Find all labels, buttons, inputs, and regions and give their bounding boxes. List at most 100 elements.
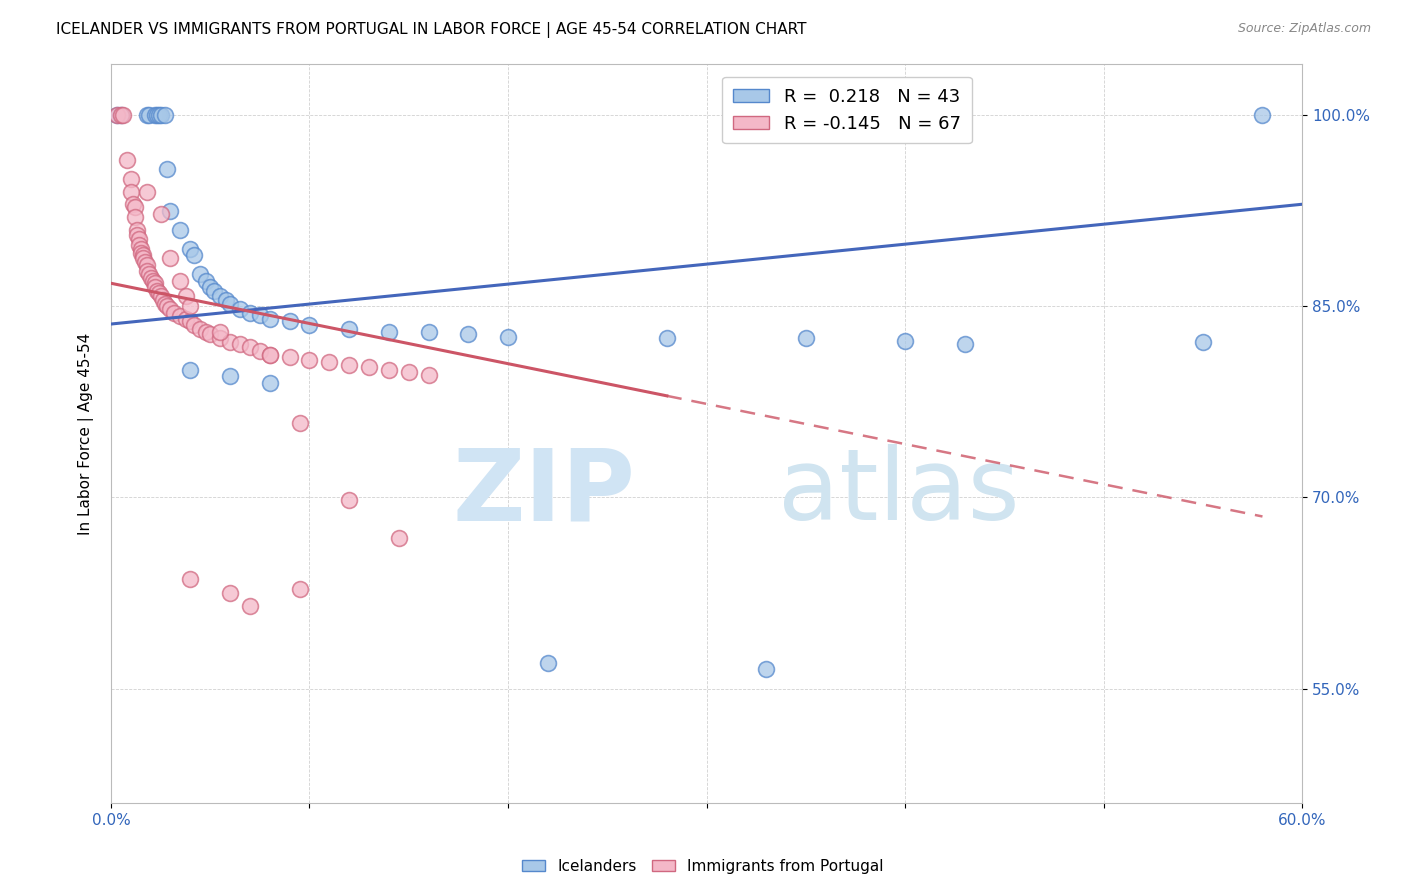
- Point: [163, 305, 186, 319]
- Point: [115, 153, 138, 167]
- Point: [179, 363, 201, 377]
- Point: [357, 360, 380, 375]
- Point: [298, 352, 321, 367]
- Point: [149, 207, 172, 221]
- Point: [179, 314, 201, 328]
- Point: [259, 348, 281, 362]
- Legend: Icelanders, Immigrants from Portugal: Icelanders, Immigrants from Portugal: [516, 853, 890, 880]
- Text: ICELANDER VS IMMIGRANTS FROM PORTUGAL IN LABOR FORCE | AGE 45-54 CORRELATION CHA: ICELANDER VS IMMIGRANTS FROM PORTUGAL IN…: [56, 22, 807, 38]
- Point: [138, 108, 160, 122]
- Point: [134, 254, 156, 268]
- Point: [135, 263, 157, 277]
- Point: [239, 305, 262, 319]
- Point: [200, 327, 222, 342]
- Point: [1251, 108, 1274, 122]
- Point: [288, 582, 311, 596]
- Point: [215, 293, 238, 307]
- Point: [179, 299, 201, 313]
- Point: [148, 286, 170, 301]
- Point: [418, 368, 440, 382]
- Point: [219, 334, 242, 349]
- Y-axis label: In Labor Force | Age 45-54: In Labor Force | Age 45-54: [79, 333, 94, 535]
- Point: [755, 662, 778, 676]
- Point: [318, 355, 340, 369]
- Point: [337, 492, 360, 507]
- Point: [278, 314, 301, 328]
- Text: atlas: atlas: [778, 444, 1019, 541]
- Point: [378, 363, 401, 377]
- Point: [418, 325, 440, 339]
- Point: [124, 200, 146, 214]
- Point: [142, 274, 165, 288]
- Point: [337, 322, 360, 336]
- Point: [131, 251, 153, 265]
- Point: [337, 358, 360, 372]
- Point: [200, 280, 222, 294]
- Point: [135, 185, 157, 199]
- Point: [655, 331, 678, 345]
- Point: [111, 108, 134, 122]
- Point: [159, 251, 181, 265]
- Point: [149, 289, 172, 303]
- Legend: R =  0.218   N = 43, R = -0.145   N = 67: R = 0.218 N = 43, R = -0.145 N = 67: [723, 77, 972, 144]
- Point: [110, 108, 132, 122]
- Point: [209, 331, 232, 345]
- Point: [159, 301, 181, 316]
- Point: [894, 334, 917, 348]
- Point: [794, 331, 817, 345]
- Point: [105, 108, 128, 122]
- Point: [183, 248, 205, 262]
- Point: [219, 369, 242, 384]
- Point: [239, 340, 262, 354]
- Point: [288, 417, 311, 431]
- Point: [129, 242, 152, 256]
- Point: [148, 108, 170, 122]
- Point: [388, 531, 411, 545]
- Point: [953, 337, 976, 351]
- Point: [176, 312, 198, 326]
- Point: [135, 108, 157, 122]
- Point: [179, 242, 201, 256]
- Point: [169, 274, 191, 288]
- Point: [131, 248, 153, 262]
- Point: [169, 310, 191, 324]
- Point: [179, 572, 201, 586]
- Point: [219, 296, 242, 310]
- Point: [128, 232, 150, 246]
- Point: [105, 108, 128, 122]
- Point: [259, 376, 281, 390]
- Point: [298, 318, 321, 333]
- Point: [149, 108, 172, 122]
- Point: [209, 289, 232, 303]
- Point: [143, 280, 166, 294]
- Point: [239, 599, 262, 613]
- Point: [259, 348, 281, 362]
- Point: [135, 259, 157, 273]
- Point: [159, 203, 181, 218]
- Point: [195, 274, 218, 288]
- Point: [537, 656, 560, 670]
- Point: [183, 318, 205, 333]
- Point: [496, 330, 519, 344]
- Point: [143, 108, 166, 122]
- Point: [1192, 334, 1215, 349]
- Point: [138, 268, 160, 282]
- Point: [153, 108, 176, 122]
- Point: [195, 325, 218, 339]
- Point: [229, 337, 252, 351]
- Text: Source: ZipAtlas.com: Source: ZipAtlas.com: [1237, 22, 1371, 36]
- Point: [249, 308, 271, 322]
- Point: [125, 227, 148, 242]
- Text: ZIP: ZIP: [453, 444, 636, 541]
- Point: [249, 343, 271, 358]
- Point: [128, 238, 150, 252]
- Point: [188, 322, 211, 336]
- Point: [278, 350, 301, 364]
- Point: [219, 586, 242, 600]
- Point: [129, 245, 152, 260]
- Point: [259, 312, 281, 326]
- Point: [152, 293, 174, 307]
- Point: [120, 185, 142, 199]
- Point: [153, 296, 176, 310]
- Point: [378, 325, 401, 339]
